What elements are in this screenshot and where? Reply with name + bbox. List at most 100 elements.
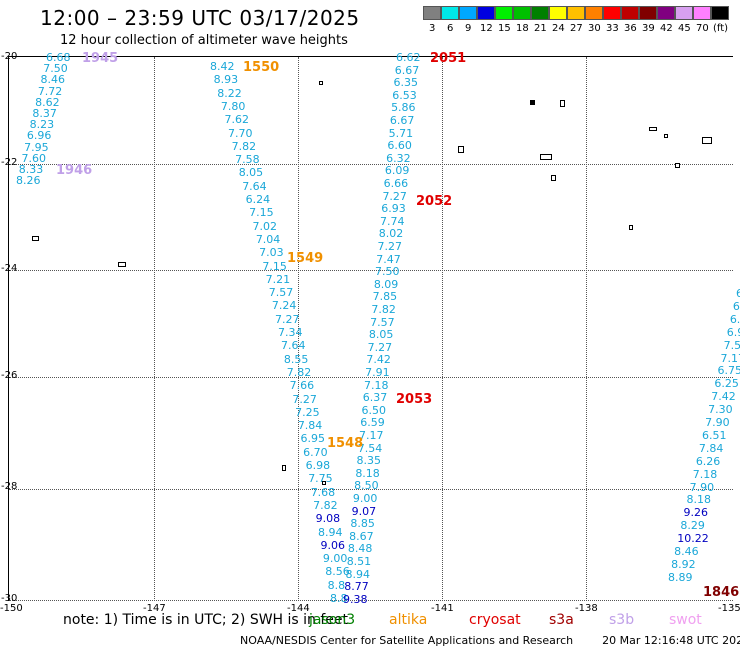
scale-label: 12 (480, 23, 493, 34)
wave-height-value: 7.18 (363, 378, 389, 392)
wave-height-value: 7.15 (262, 259, 287, 273)
pass-time-label: 2052 (416, 194, 453, 209)
wave-height-value: 7.64 (242, 179, 267, 193)
wave-height-value: 7.50 (43, 62, 68, 76)
wave-height-value: 7.27 (274, 312, 300, 326)
lon-label: -150 (0, 603, 23, 614)
island-marker (282, 465, 286, 471)
scale-label: 6 (447, 23, 454, 34)
wave-height-value: 7.34 (278, 326, 303, 339)
scale-label: 3 (429, 23, 436, 34)
wave-height-value: 7.84 (297, 419, 323, 433)
wave-height-value: 7.17 (359, 429, 384, 442)
wave-height-value: 7.03 (259, 246, 284, 260)
island-marker (629, 225, 633, 230)
pass-time-label: 1946 (56, 163, 93, 178)
wave-height-value: 6.50 (361, 403, 386, 417)
scale-swatch (621, 6, 639, 20)
wave-height-value: 8.89 (668, 570, 693, 584)
wave-height-value: 7.90 (689, 480, 715, 494)
scale-label: 18 (516, 23, 529, 34)
wave-height-value: 6.9 (726, 325, 740, 339)
wave-height-value: 8.92 (671, 557, 696, 571)
scale-label: 30 (588, 23, 601, 34)
wave-height-value: 7.27 (377, 240, 403, 253)
map-title: 12:00 – 23:59 UTC 03/17/2025 (40, 6, 360, 30)
wave-height-value: 7.02 (252, 219, 277, 233)
wave-height-value: 7.82 (286, 365, 312, 379)
pass-time-label: 1846 (703, 585, 740, 600)
wave-height-value: 8.05 (238, 166, 264, 180)
wave-height-value: 7.30 (708, 403, 733, 417)
scale-swatch (603, 6, 621, 20)
wave-height-value: 8.33 (18, 163, 44, 176)
map-plot-area (8, 56, 733, 601)
satellite-legend-item: s3b (609, 612, 635, 628)
wave-height-value: 8.18 (355, 466, 380, 480)
wave-height-value: 6.35 (393, 76, 419, 90)
pass-time-label: 1548 (327, 436, 364, 451)
lon-label: -135 (718, 603, 740, 614)
gridline-lon (298, 57, 299, 601)
satellite-legend-item: altika (389, 612, 428, 628)
wave-height-value: 5.86 (391, 101, 416, 115)
wave-height-value: 7.95 (24, 140, 49, 154)
map-subtitle: 12 hour collection of altimeter wave hei… (60, 33, 348, 48)
lat-label: -20 (1, 51, 18, 62)
wave-height-value: 8.85 (350, 517, 375, 531)
scale-label: 70 (696, 23, 709, 34)
wave-height-value: 6 (732, 299, 740, 313)
wave-height-value: 9.26 (683, 506, 708, 520)
lat-label: -26 (1, 370, 18, 381)
wave-height-value: 6.59 (360, 416, 385, 430)
scale-label: 9 (465, 23, 472, 34)
wave-height-value: 6. (729, 312, 740, 326)
island-marker (319, 81, 323, 85)
scale-swatch (657, 6, 675, 20)
wave-height-value: 8.29 (680, 519, 705, 533)
wave-height-value: 7.85 (372, 290, 398, 304)
scale-label: 15 (498, 23, 511, 34)
wave-height-value: 9.07 (351, 504, 377, 518)
wave-height-value: 7.42 (366, 353, 391, 367)
wave-height-value: 7.42 (711, 390, 736, 404)
wave-height-value: 6.62 (396, 51, 421, 64)
wave-height-value: 6.37 (362, 391, 388, 405)
lat-label: -22 (1, 157, 18, 168)
wave-height-value: 8.94 (345, 567, 370, 581)
footer-credit-text: NOAA/NESDIS Center for Satellite Applica… (240, 634, 574, 647)
lat-label: -30 (1, 593, 18, 604)
wave-height-value: 7.5 (723, 338, 740, 352)
wave-height-value: 9.00 (322, 552, 348, 566)
gridline-lat (9, 164, 733, 165)
island-marker (118, 262, 126, 267)
wave-height-value: 8.09 (373, 277, 399, 291)
wave-height-value: 6.67 (389, 114, 415, 127)
wave-height-value: 8.46 (674, 545, 699, 558)
wave-height-value: 7.68 (310, 485, 336, 499)
scale-label: 24 (552, 23, 565, 34)
scale-label: 27 (570, 23, 583, 34)
scale-swatch (675, 6, 693, 20)
pass-time-label: 2051 (430, 51, 467, 66)
wave-height-value: 8.35 (356, 454, 382, 468)
wave-height-value: 7.21 (265, 272, 291, 286)
wave-height-value: 8.56 (325, 565, 350, 579)
wave-height-value: 6.24 (245, 193, 271, 206)
pass-time-label: 1550 (243, 60, 280, 75)
wave-height-value: 5.71 (388, 126, 414, 140)
wave-height-value: 8.48 (347, 542, 373, 556)
scale-swatch (549, 6, 567, 20)
footer-credit: NOAA/NESDIS Center for Satellite Applica… (240, 634, 740, 647)
wave-height-value: 6.26 (695, 454, 721, 468)
wave-height-value: 6.66 (383, 177, 409, 190)
wave-height-value: 7.66 (289, 379, 315, 393)
wave-height-value: 8.42 (210, 60, 235, 73)
wave-height-value: 6.32 (386, 151, 411, 165)
wave-height-value: 8.94 (318, 525, 343, 539)
wave-height-value: 7.17 (720, 351, 740, 365)
wave-height-value: 7.84 (698, 441, 724, 455)
lat-label: -24 (1, 263, 18, 274)
wave-height-value: 7.27 (292, 392, 317, 406)
